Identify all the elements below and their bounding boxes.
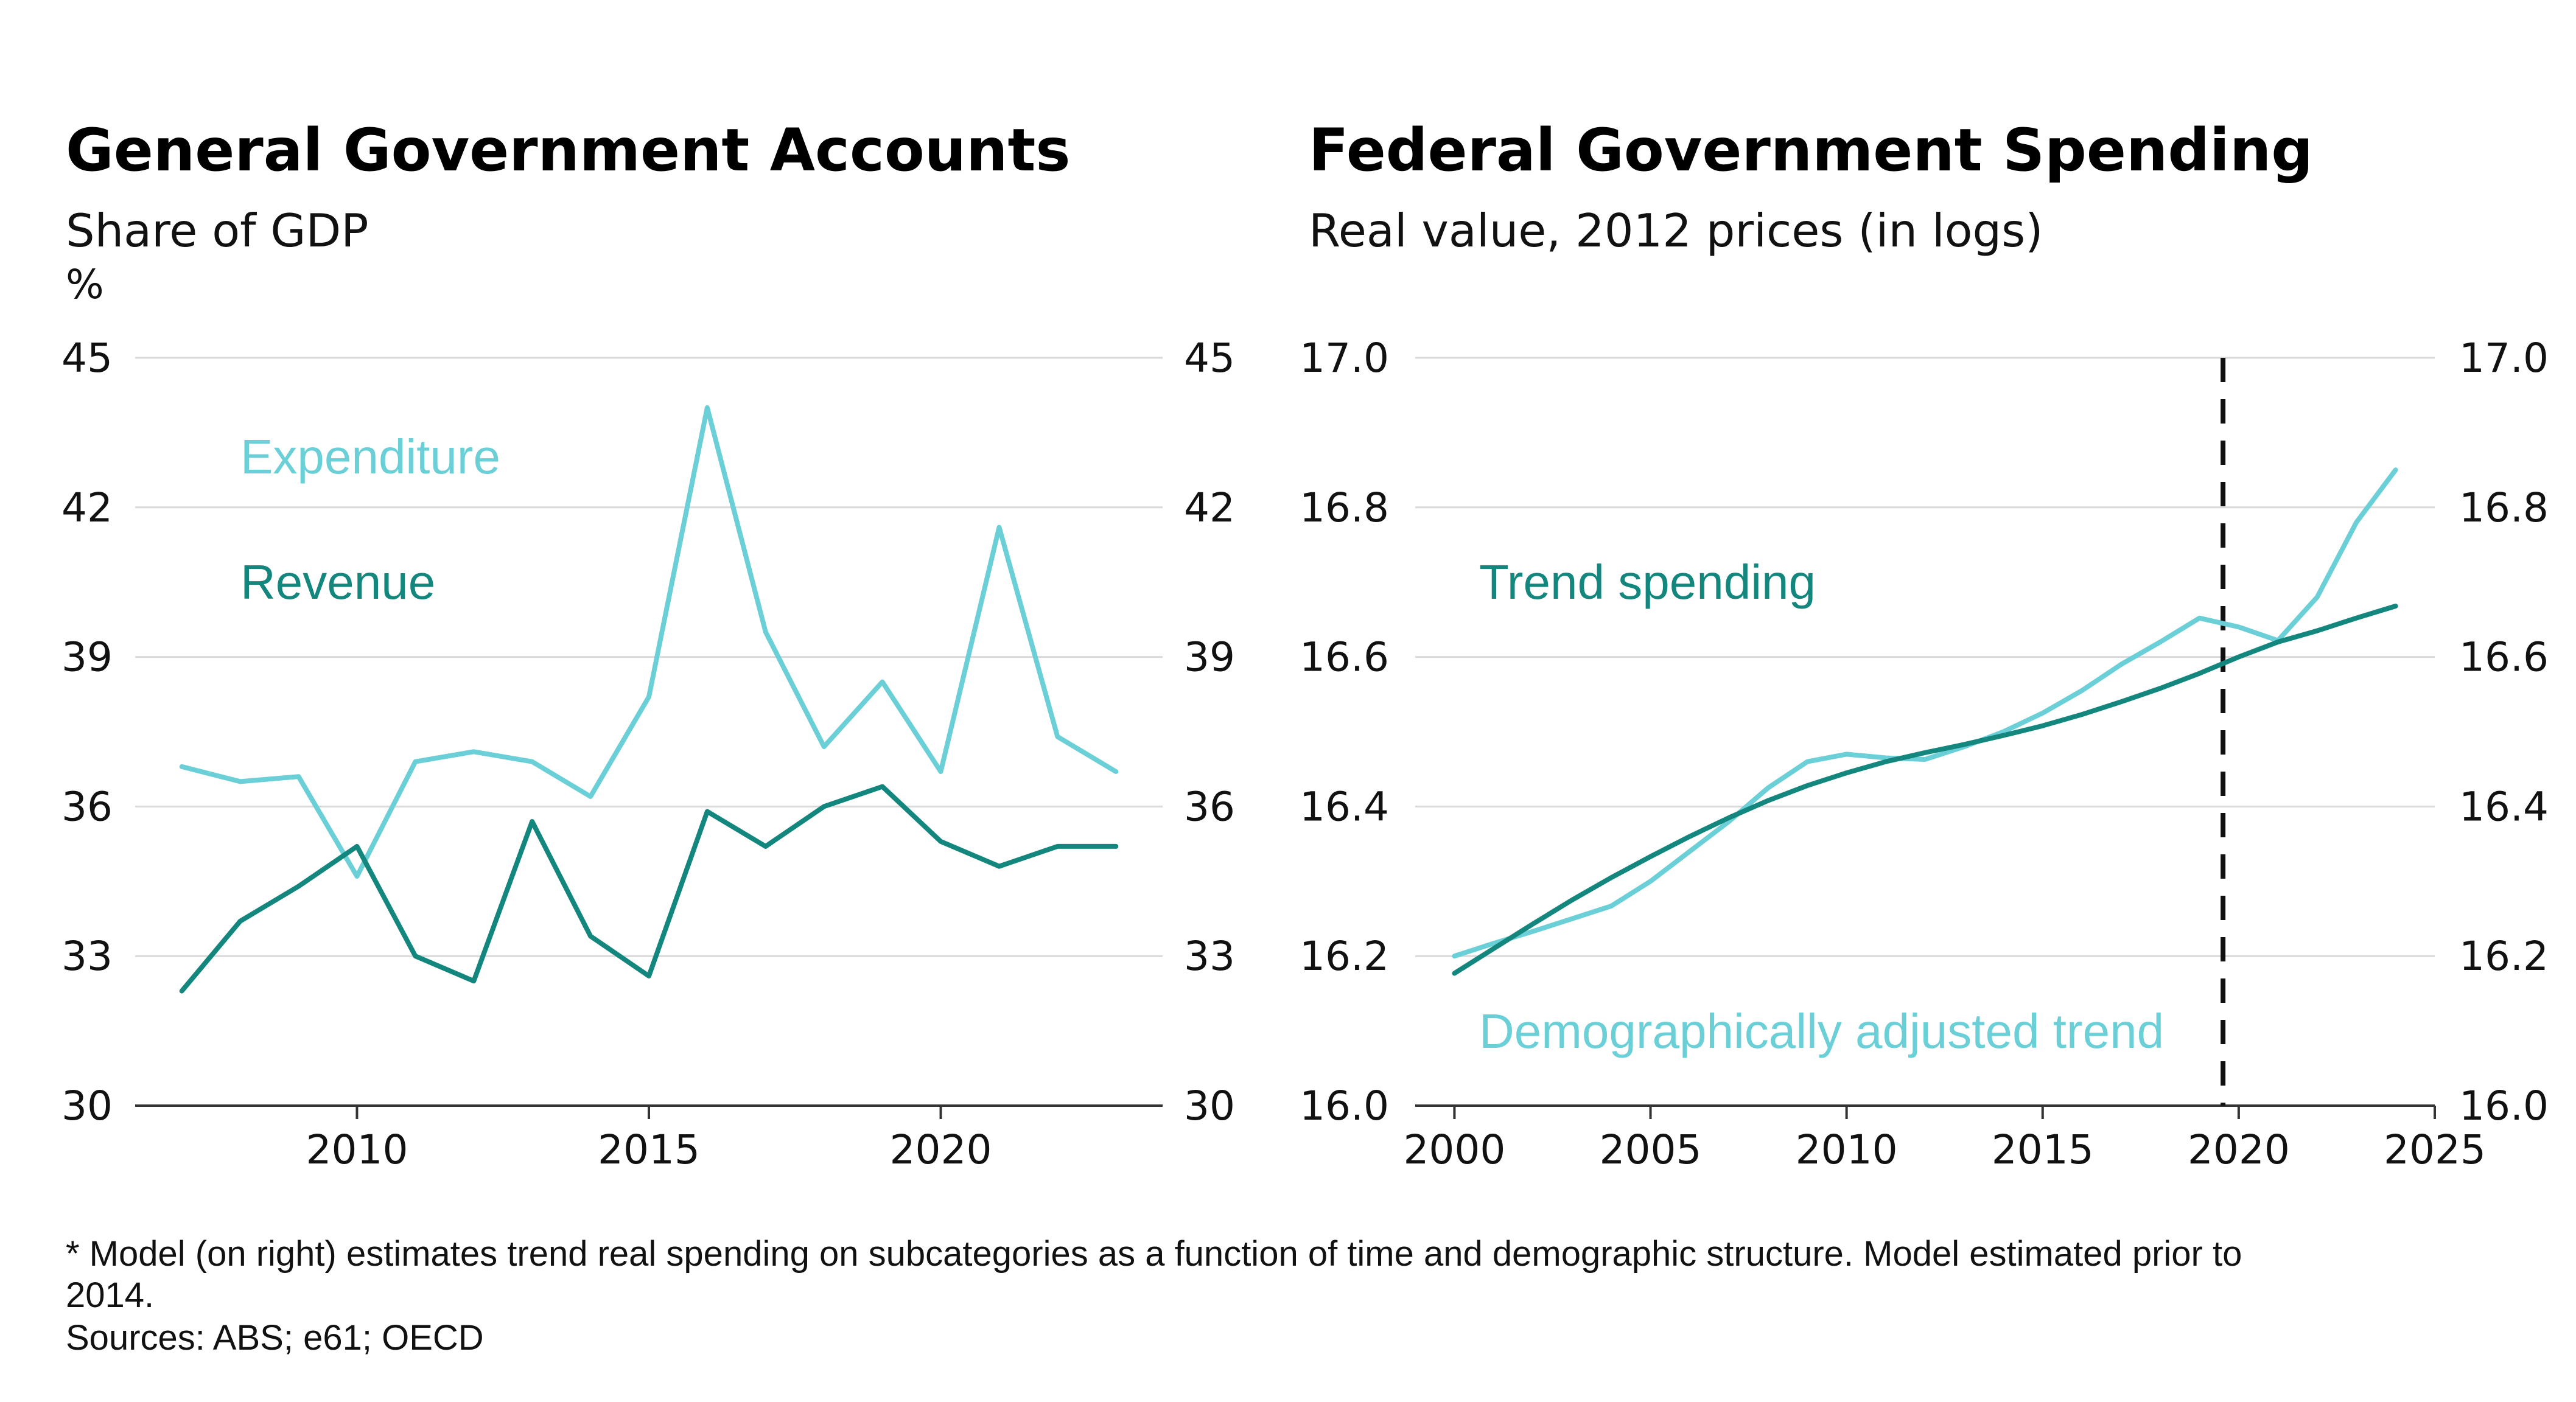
left-y-tick-label-right: 30: [1184, 1083, 1235, 1129]
right-y-tick-label-right: 16.0: [2459, 1083, 2549, 1129]
left-y-tick-label-right: 33: [1184, 933, 1235, 980]
demographically-adjusted-trend-series-line: [1452, 467, 2398, 959]
right-chart-plot: 16.0 16.0 16.2 16.2 16.4 16.4 16.6 16.6 16.8 16.8…: [1300, 335, 2549, 1173]
demographic-trend-series-label: Demographically adjusted trend: [1479, 1004, 2164, 1058]
right-y-tick-label-right: 17.0: [2459, 335, 2549, 382]
right-x-tick-label: 2000: [1403, 1126, 1505, 1173]
footnote-line-2: 2014.: [66, 1275, 154, 1315]
right-y-tick-label-right: 16.4: [2459, 783, 2549, 830]
right-x-tick-label: 2020: [2188, 1126, 2290, 1173]
left-y-tick-label-left: 33: [61, 933, 113, 980]
left-y-tick-label-left: 45: [61, 335, 113, 382]
revenue-series-line: [179, 784, 1119, 994]
left-y-tick-label-right: 45: [1184, 335, 1235, 382]
right-x-tick-label: 2025: [2384, 1126, 2486, 1173]
sources-note: Sources: ABS; e61; OECD: [66, 1318, 484, 1358]
left-y-tick-label-left: 42: [61, 484, 113, 531]
left-x-tick-label: 2020: [890, 1126, 992, 1173]
right-y-tick-label-left: 16.2: [1300, 933, 1389, 980]
left-y-tick-label-right: 36: [1184, 783, 1235, 830]
left-y-tick-label-left: 39: [61, 634, 113, 681]
right-y-tick-label-right: 16.2: [2459, 933, 2549, 980]
left-y-tick-label-left: 30: [61, 1083, 113, 1129]
revenue-series-label: Revenue: [240, 555, 435, 609]
left-chart-title: General Government Accounts: [66, 116, 1071, 184]
left-x-tick-label: 2010: [306, 1126, 408, 1173]
expenditure-series-line: [179, 405, 1119, 879]
right-chart-title: Federal Government Spending: [1309, 116, 2313, 184]
right-y-tick-label-left: 17.0: [1300, 335, 1389, 382]
left-y-tick-label-left: 36: [61, 783, 113, 830]
right-x-tick-label: 2015: [1992, 1126, 2094, 1173]
right-y-tick-label-left: 16.0: [1300, 1083, 1389, 1129]
footnote-line-1: * Model (on right) estimates trend real …: [66, 1234, 2242, 1274]
right-chart-subtitle: Real value, 2012 prices (in logs): [1309, 204, 2043, 257]
left-chart-subtitle: Share of GDP: [66, 204, 369, 257]
left-y-tick-label-right: 42: [1184, 484, 1235, 531]
left-chart-plot: 30 30 33 33 36 36 39 39 42 42 45 45 2010 2015 2020: [61, 335, 1235, 1173]
expenditure-series-label: Expenditure: [240, 430, 500, 484]
right-x-tick-label: 2010: [1796, 1126, 1898, 1173]
right-x-tick-label: 2005: [1600, 1126, 1702, 1173]
left-y-tick-label-right: 39: [1184, 634, 1235, 681]
right-y-tick-label-left: 16.8: [1300, 484, 1389, 531]
left-chart-unit-label: %: [66, 261, 104, 308]
right-y-tick-label-right: 16.6: [2459, 634, 2549, 681]
right-y-tick-label-left: 16.4: [1300, 783, 1389, 830]
right-y-tick-label-right: 16.8: [2459, 484, 2549, 531]
right-y-tick-label-left: 16.6: [1300, 634, 1389, 681]
trend-spending-series-label: Trend spending: [1479, 555, 1816, 609]
trend-spending-series-line: [1452, 604, 2398, 976]
left-x-tick-label: 2015: [598, 1126, 700, 1173]
